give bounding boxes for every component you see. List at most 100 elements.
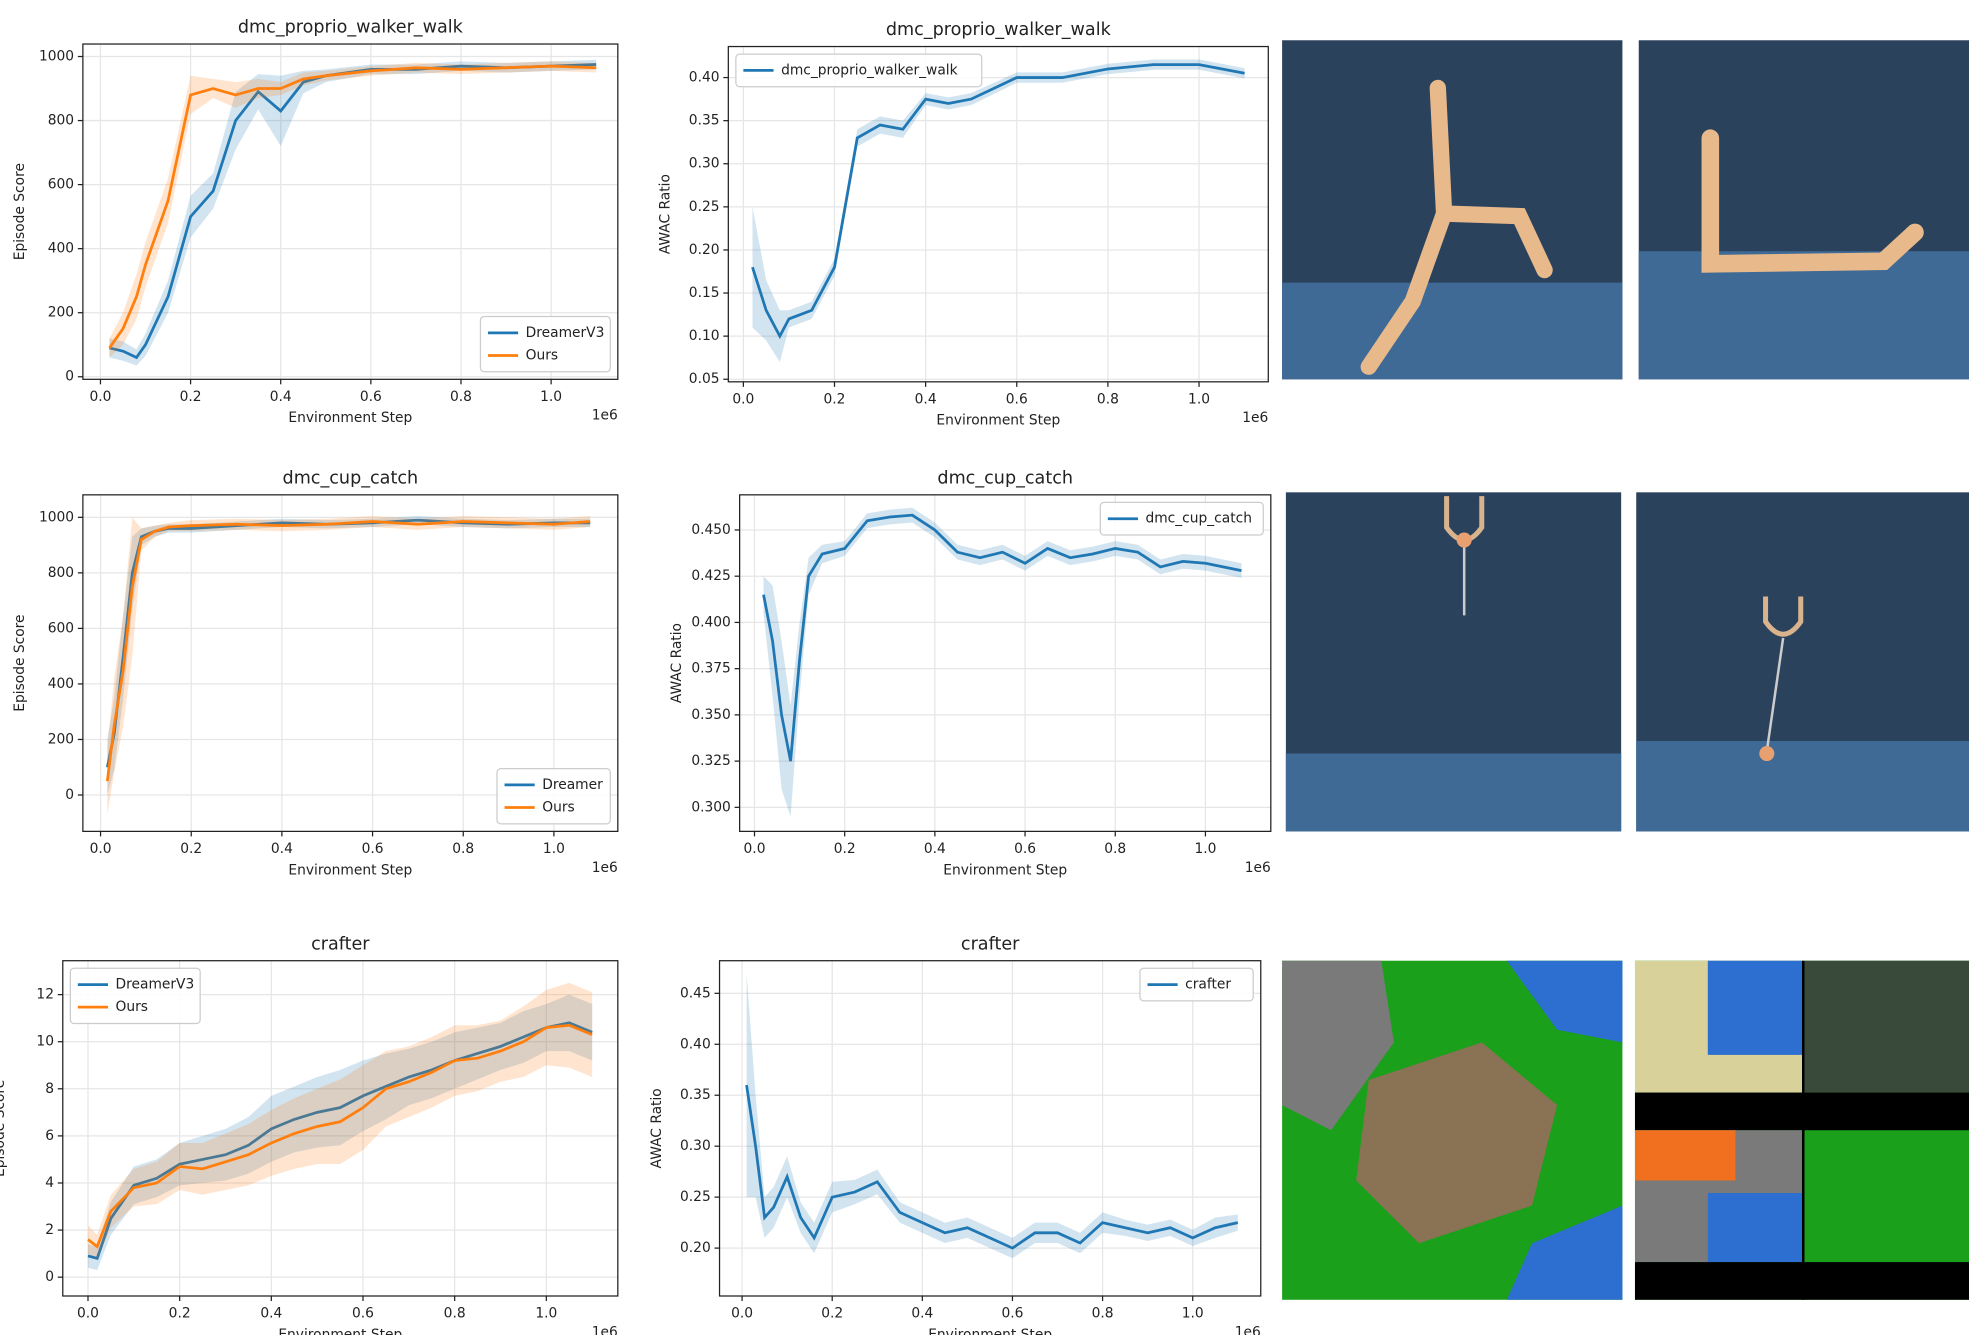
x-tick-label: 0.2 (834, 841, 856, 857)
y-tick-label: 8 (45, 1081, 54, 1097)
legend-label: Ours (526, 347, 558, 363)
y-tick-label: 800 (48, 565, 74, 581)
x-axis-offset: 1e6 (1245, 860, 1271, 876)
y-tick-label: 0.350 (691, 707, 731, 723)
x-axis-label: Environment Step (943, 862, 1067, 878)
y-tick-label: 0.25 (680, 1189, 711, 1205)
x-axis-offset: 1e6 (592, 408, 618, 424)
error-band (752, 59, 1244, 362)
x-tick-label: 0.8 (450, 389, 472, 405)
ball (1457, 533, 1472, 548)
x-tick-label: 0.2 (180, 841, 202, 857)
x-tick-label: 0.8 (452, 841, 474, 857)
y-tick-label: 0.35 (680, 1087, 711, 1103)
legend-label: Ours (542, 800, 574, 816)
legend-label: Dreamer (542, 777, 603, 793)
figure: dmc_proprio_walker_walk 0.0 0.2 0.4 0.6 0.8 1.… (0, 0, 1969, 1335)
line (107, 521, 590, 781)
y-tick-label: 0.450 (691, 522, 731, 538)
chart-title: dmc_cup_catch (283, 469, 419, 489)
x-tick-label: 0.2 (169, 1306, 191, 1322)
y-tick-label: 0.45 (680, 985, 711, 1001)
plot-frame (740, 495, 1271, 832)
x-tick-label: 0.0 (89, 389, 111, 405)
y-axis-label: Episode Score (0, 1080, 8, 1177)
x-axis-offset: 1e6 (592, 860, 618, 876)
x-tick-label: 0.0 (744, 841, 766, 857)
x-axis-offset: 1e6 (1235, 1324, 1261, 1335)
y-tick-label: 200 (48, 305, 74, 321)
x-tick-label: 1.0 (543, 841, 565, 857)
x-axis-label: Environment Step (278, 1327, 402, 1335)
error-band (107, 516, 590, 795)
x-tick-label: 0.4 (915, 391, 937, 407)
chart-title: dmc_proprio_walker_walk (886, 20, 1112, 40)
y-tick-label: 0.35 (689, 113, 720, 129)
y-tick-label: 600 (48, 177, 74, 193)
y-tick-label: 0.20 (689, 242, 720, 258)
x-tick-label: 0.2 (180, 389, 202, 405)
y-tick-label: 4 (45, 1175, 54, 1191)
x-axis-label: Environment Step (936, 413, 1060, 429)
y-tick-label: 0.25 (689, 199, 720, 215)
x-tick-label: 1.0 (1188, 391, 1210, 407)
y-axis-label: Episode Score (12, 163, 28, 260)
x-tick-label: 0.8 (1092, 1306, 1114, 1322)
chart-title: dmc_cup_catch (937, 469, 1073, 489)
y-tick-label: 400 (48, 676, 74, 692)
legend-label: DreamerV3 (526, 325, 605, 341)
x-tick-label: 0.4 (911, 1306, 933, 1322)
x-tick-label: 0.4 (271, 841, 293, 857)
y-tick-label: 200 (48, 731, 74, 747)
y-axis-label: Episode Score (12, 614, 28, 711)
x-tick-label: 0.6 (360, 389, 382, 405)
y-tick-label: 0.15 (689, 285, 720, 301)
line (764, 515, 1242, 761)
x-tick-label: 0.8 (1104, 841, 1126, 857)
y-tick-label: 0.300 (691, 799, 731, 815)
line (109, 65, 596, 358)
chart: dmc_proprio_walker_walk0.00.20.40.60.81.… (12, 18, 618, 427)
page: dmc_proprio_walker_walk 0.0 0.2 0.4 0.6 0.8 1.… (0, 0, 1969, 1335)
x-tick-label: 0.0 (77, 1306, 99, 1322)
y-tick-label: 0.40 (689, 70, 720, 86)
y-tick-label: 10 (36, 1034, 54, 1050)
x-tick-label: 0.8 (444, 1306, 466, 1322)
chart-title: dmc_proprio_walker_walk (238, 18, 464, 38)
x-tick-label: 0.6 (1006, 391, 1028, 407)
y-tick-label: 1000 (39, 49, 74, 65)
line (107, 520, 590, 767)
error-band (764, 508, 1242, 817)
cup-frames (1286, 492, 1969, 831)
y-tick-label: 1000 (39, 509, 74, 525)
x-tick-label: 1.0 (540, 389, 562, 405)
y-tick-label: 2 (45, 1222, 54, 1238)
legend-label: dmc_proprio_walker_walk (781, 62, 958, 78)
lava (1635, 1130, 1735, 1180)
cave (1804, 961, 1969, 1093)
legend-label: Ours (116, 999, 148, 1015)
y-tick-label: 0.30 (689, 156, 720, 172)
y-tick-label: 600 (48, 620, 74, 636)
y-tick-label: 800 (48, 113, 74, 129)
x-tick-label: 0.6 (1001, 1306, 1023, 1322)
x-tick-label: 0.0 (90, 841, 112, 857)
line (752, 65, 1244, 337)
y-tick-label: 0.05 (689, 371, 720, 387)
x-tick-label: 0.2 (824, 391, 846, 407)
x-tick-label: 1.0 (1182, 1306, 1204, 1322)
y-tick-label: 12 (36, 987, 54, 1003)
y-tick-label: 0 (65, 787, 74, 803)
y-tick-label: 0.10 (689, 328, 720, 344)
legend-label: DreamerV3 (116, 977, 195, 993)
x-tick-label: 0.8 (1097, 391, 1119, 407)
x-axis-offset: 1e6 (592, 1324, 618, 1335)
legend-label: crafter (1185, 977, 1231, 993)
plot-frame (728, 47, 1268, 382)
y-tick-label: 0.30 (680, 1138, 711, 1154)
